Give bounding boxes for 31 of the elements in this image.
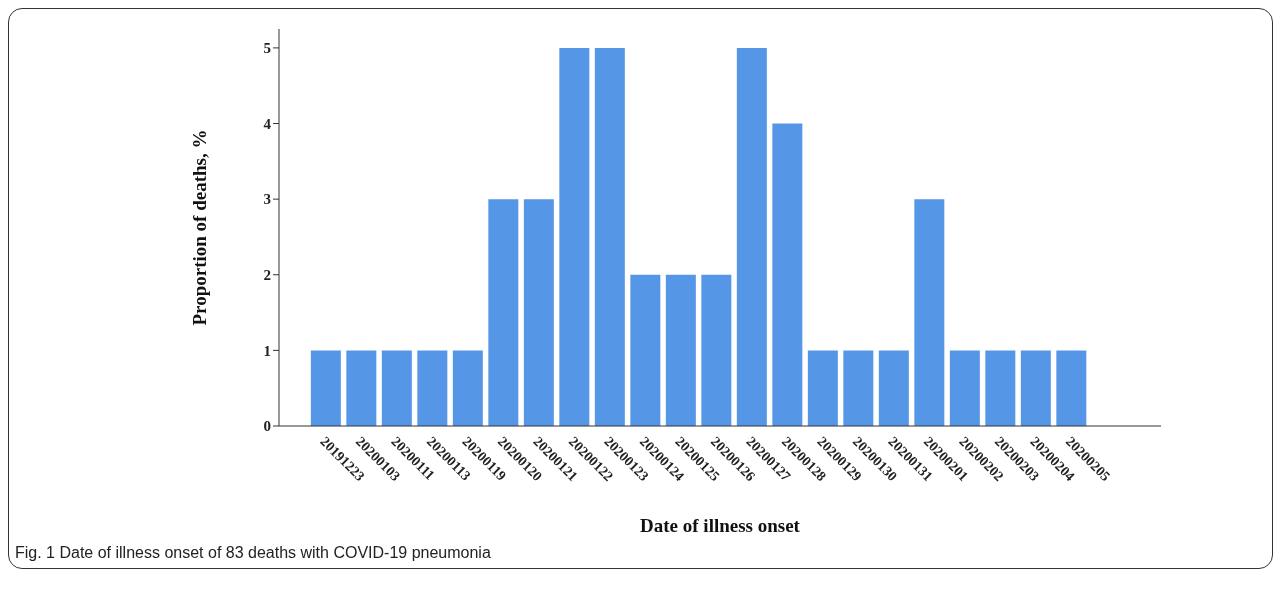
bar bbox=[665, 274, 696, 426]
caption: Fig. 1 Date of illness onset of 83 deaths with COVID-19 pneumonia bbox=[14, 544, 492, 563]
bar bbox=[346, 350, 377, 426]
bar bbox=[381, 350, 412, 426]
y-tick-label: 5 bbox=[263, 40, 271, 57]
bar bbox=[985, 350, 1016, 426]
y-tick-label: 4 bbox=[263, 115, 272, 132]
bar bbox=[523, 199, 554, 426]
bar bbox=[807, 350, 838, 426]
bar bbox=[488, 199, 519, 426]
bar bbox=[1020, 350, 1051, 426]
bar bbox=[417, 350, 448, 426]
bar bbox=[559, 47, 590, 426]
bar bbox=[310, 350, 341, 426]
y-axis-title: Proportion of deaths, % bbox=[188, 129, 210, 326]
bar bbox=[452, 350, 483, 426]
y-tick-label: 3 bbox=[263, 191, 271, 208]
y-tick-label: 2 bbox=[263, 267, 271, 284]
bar bbox=[594, 47, 625, 426]
bar bbox=[772, 123, 803, 426]
bar bbox=[701, 274, 732, 426]
bar bbox=[736, 47, 767, 426]
y-tick-label: 1 bbox=[263, 342, 271, 359]
bar bbox=[878, 350, 909, 426]
bar bbox=[843, 350, 874, 426]
x-axis-title: Date of illness onset bbox=[640, 515, 801, 536]
bar bbox=[630, 274, 661, 426]
bar bbox=[914, 199, 945, 426]
bar bbox=[949, 350, 980, 426]
bar bbox=[1056, 350, 1087, 426]
y-tick-label: 0 bbox=[263, 418, 271, 435]
